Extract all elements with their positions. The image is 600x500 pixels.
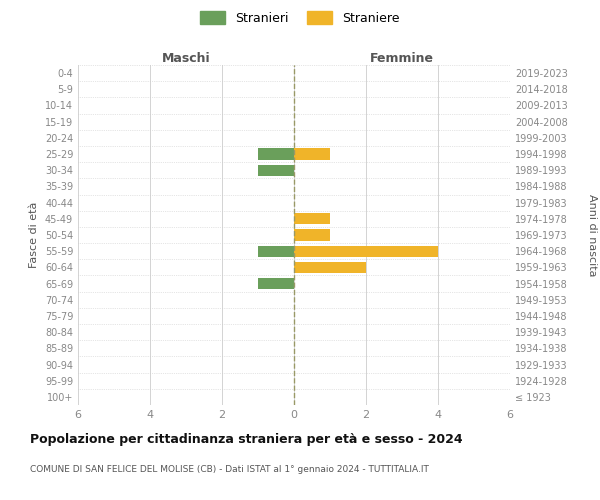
Legend: Stranieri, Straniere: Stranieri, Straniere	[200, 11, 400, 25]
Bar	[258, 246, 294, 257]
Bar	[294, 262, 366, 273]
Text: Popolazione per cittadinanza straniera per età e sesso - 2024: Popolazione per cittadinanza straniera p…	[30, 432, 463, 446]
Text: Femmine: Femmine	[370, 52, 434, 65]
Text: COMUNE DI SAN FELICE DEL MOLISE (CB) - Dati ISTAT al 1° gennaio 2024 - TUTTITALI: COMUNE DI SAN FELICE DEL MOLISE (CB) - D…	[30, 465, 429, 474]
Bar	[294, 213, 330, 224]
Bar	[258, 148, 294, 160]
Bar	[294, 246, 438, 257]
Bar	[294, 148, 330, 160]
Y-axis label: Fasce di età: Fasce di età	[29, 202, 39, 268]
Bar	[294, 230, 330, 240]
Text: Maschi: Maschi	[161, 52, 211, 65]
Bar	[258, 164, 294, 176]
Bar	[258, 278, 294, 289]
Y-axis label: Anni di nascita: Anni di nascita	[587, 194, 597, 276]
